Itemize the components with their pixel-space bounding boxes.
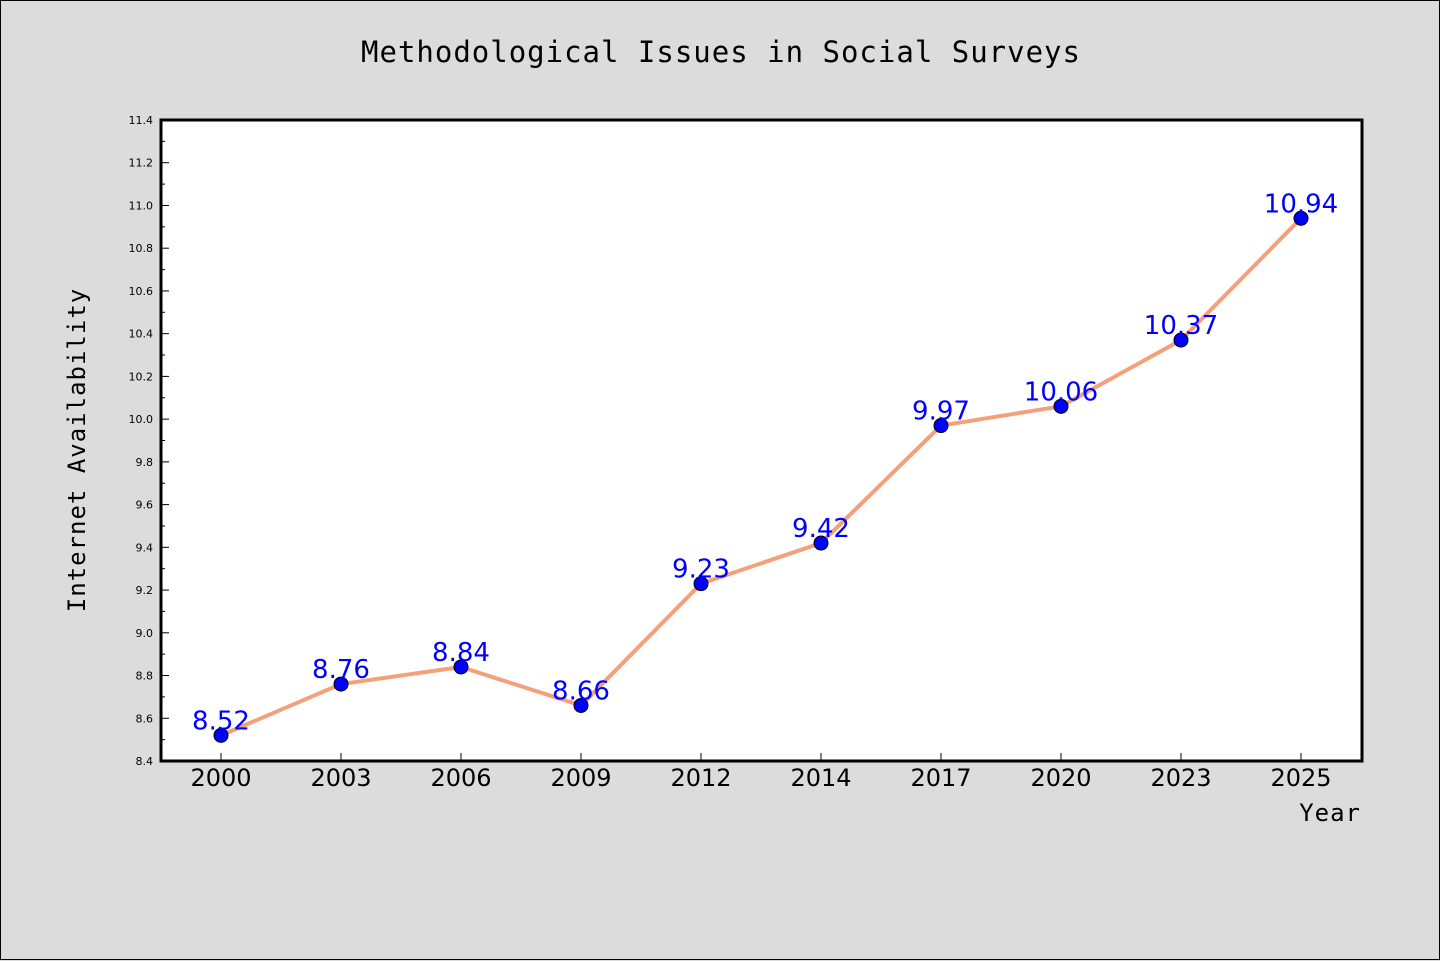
y-tick-label: 8.6 xyxy=(136,712,154,725)
series-line xyxy=(220,216,1303,738)
data-label: 8.52 xyxy=(192,706,250,736)
data-point xyxy=(453,659,469,675)
data-label: 10.06 xyxy=(1024,377,1098,407)
y-tick-label: 10.2 xyxy=(129,370,154,383)
x-tick-label: 2023 xyxy=(1150,764,1211,792)
y-tick-label: 8.8 xyxy=(136,670,154,683)
x-tick-label: 2003 xyxy=(310,764,371,792)
x-tick-label: 2020 xyxy=(1030,764,1091,792)
data-series: 8.52 8.76 8.84 8.66 9.23 9.42 9.97 10.06 10.37 10… xyxy=(192,189,1338,743)
chart-title: Methodological Issues in Social Surveys xyxy=(361,35,1081,69)
y-tick-label: 10.6 xyxy=(129,285,154,298)
x-tick-label: 2000 xyxy=(190,764,251,792)
y-tick-label: 9.6 xyxy=(136,499,154,512)
data-point xyxy=(813,535,829,551)
data-point xyxy=(933,418,949,434)
y-tick-label: 10.8 xyxy=(129,242,154,255)
x-tick-label: 2006 xyxy=(430,764,491,792)
y-tick-label: 9.8 xyxy=(136,456,154,469)
data-label: 9.97 xyxy=(912,397,970,427)
y-axis-label: Internet Availability xyxy=(63,288,91,612)
plot-area xyxy=(159,118,1364,763)
y-tick-label: 11.2 xyxy=(129,157,154,170)
y-tick-label: 10.0 xyxy=(129,413,154,426)
y-axis: 8.4 8.6 8.8 9.0 9.2 9.4 9.6 9.8 10.0 10.2 10.4 10.6… xyxy=(129,114,169,768)
data-point xyxy=(1053,398,1069,414)
x-tick-label: 2017 xyxy=(910,764,971,792)
x-axis-label: Year xyxy=(1299,799,1361,827)
x-tick-label: 2012 xyxy=(670,764,731,792)
data-label: 8.76 xyxy=(312,655,370,685)
x-axis: 2000 2003 2006 2009 2012 2014 2017 2020 2023 2025 xyxy=(190,753,1332,792)
data-point xyxy=(213,727,229,743)
data-point xyxy=(693,576,709,592)
data-point xyxy=(1173,332,1189,348)
x-tick-label: 2014 xyxy=(790,764,851,792)
y-tick-label: 9.4 xyxy=(136,541,154,554)
y-tick-label: 11.0 xyxy=(129,199,154,212)
y-tick-label: 10.4 xyxy=(129,328,154,341)
data-label: 9.23 xyxy=(672,555,730,585)
data-point xyxy=(333,676,349,692)
data-label: 8.66 xyxy=(552,676,610,706)
data-label: 10.94 xyxy=(1264,189,1338,219)
data-label: 10.37 xyxy=(1144,311,1218,341)
x-tick-label: 2025 xyxy=(1270,764,1331,792)
y-tick-label: 9.0 xyxy=(136,627,154,640)
y-tick-label: 11.4 xyxy=(129,114,154,127)
y-tick-label: 8.4 xyxy=(136,755,154,768)
data-point xyxy=(1293,210,1309,226)
data-label: 8.84 xyxy=(432,638,490,668)
x-tick-label: 2009 xyxy=(550,764,611,792)
data-point xyxy=(573,697,589,713)
data-label: 9.42 xyxy=(792,514,850,544)
y-tick-label: 9.2 xyxy=(136,584,154,597)
